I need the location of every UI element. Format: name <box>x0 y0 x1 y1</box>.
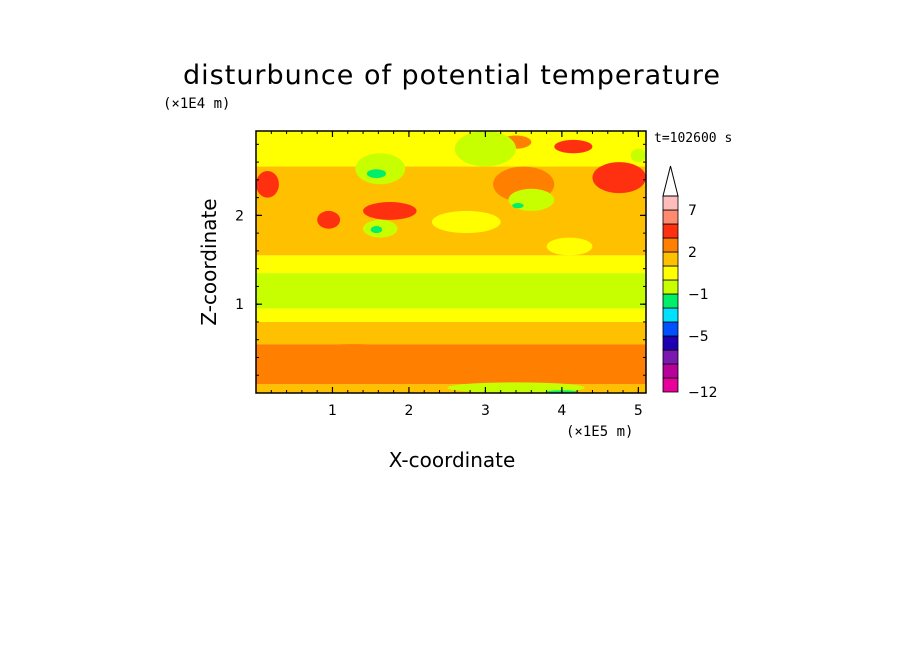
contour-feature <box>366 169 386 179</box>
contour-feature <box>554 139 593 154</box>
x-tick-label: 3 <box>481 403 490 419</box>
contour-feature <box>317 210 341 229</box>
colorbar-segment <box>662 251 679 267</box>
colorbar-top-triangle <box>662 165 679 197</box>
contour-feature <box>355 153 406 185</box>
x-tick-label: 4 <box>557 403 566 419</box>
contour-feature <box>630 148 647 163</box>
colorbar-segment <box>662 307 679 323</box>
y-tick-label: 1 <box>235 297 244 313</box>
contour-feature <box>447 382 585 393</box>
colorbar-segment <box>662 321 679 337</box>
y-axis: 12 <box>235 143 646 376</box>
colorbar-label: 2 <box>688 245 697 261</box>
plot-frame <box>255 130 647 394</box>
colorbar-segment <box>662 237 679 253</box>
contour-feature <box>363 202 417 220</box>
chart-title: disturbunce of potential temperature <box>183 60 721 91</box>
contour-band <box>256 273 646 309</box>
contour-band <box>256 308 646 322</box>
contour-feature <box>454 131 516 167</box>
x-unit-label: (×1E5 m) <box>566 424 633 440</box>
contour-feature <box>370 226 383 234</box>
contour-feature <box>431 210 501 234</box>
contour-feature <box>615 170 646 185</box>
x-tick-label: 2 <box>404 403 413 419</box>
colorbar: 7 2 −1 −5 −12 <box>662 165 718 401</box>
contour-feature <box>256 170 279 198</box>
colorbar-segment <box>662 377 679 393</box>
y-axis-label: Z-coordinate <box>197 198 221 325</box>
colorbar-label: −1 <box>688 287 709 303</box>
colorbar-label: −5 <box>688 329 709 345</box>
contour-feature <box>271 344 436 383</box>
colorbar-segment <box>662 349 679 365</box>
colorbar-label: 7 <box>688 203 697 219</box>
x-axis: 1 2 3 4 5 <box>270 131 643 419</box>
colorbar-segment <box>662 335 679 351</box>
colorbar-segment <box>662 279 679 295</box>
contour-band <box>256 321 646 345</box>
contour-fills <box>256 131 647 393</box>
y-tick-label: 2 <box>235 208 244 224</box>
y-unit-label: (×1E4 m) <box>163 96 230 112</box>
x-tick-label: 5 <box>634 403 643 419</box>
colorbar-segment <box>662 265 679 281</box>
colorbar-segment <box>662 363 679 379</box>
colorbar-label: −12 <box>688 385 718 401</box>
time-label: t=102600 s <box>654 131 732 146</box>
contour-feature <box>512 202 524 209</box>
contour-feature <box>546 237 593 256</box>
colorbar-segment <box>662 195 679 211</box>
colorbar-segment <box>662 209 679 225</box>
x-axis-label: X-coordinate <box>389 448 516 472</box>
colorbar-segment <box>662 293 679 309</box>
colorbar-segment <box>662 223 679 239</box>
x-tick-label: 1 <box>328 403 337 419</box>
contour-band <box>256 255 646 274</box>
